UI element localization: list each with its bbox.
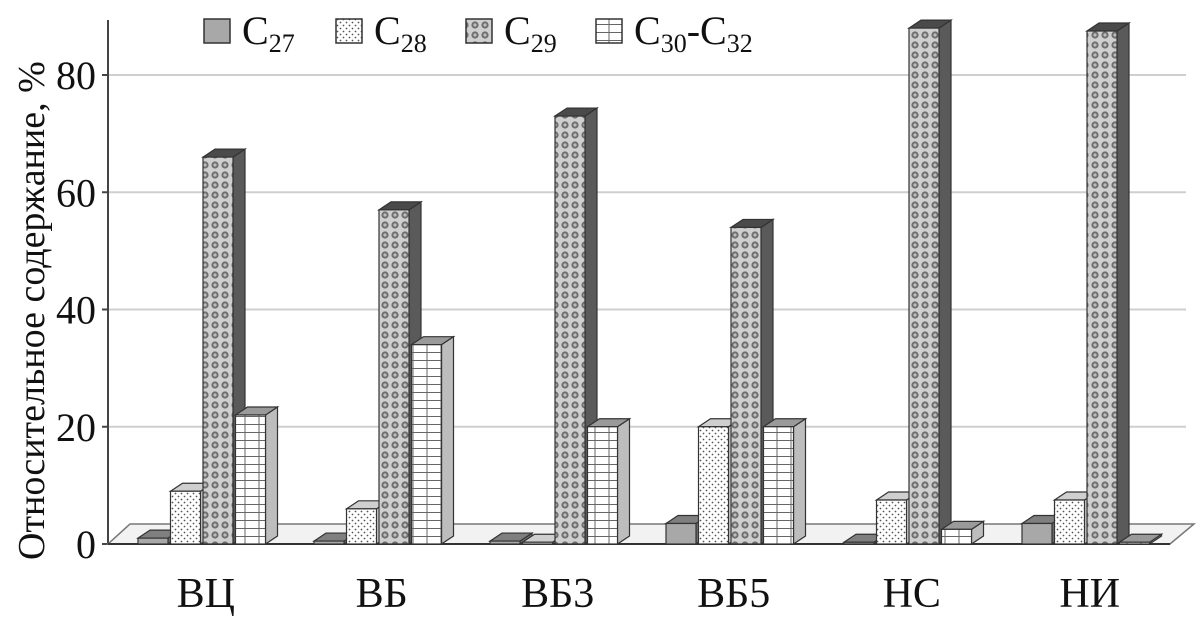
y-axis: 0 20 40 60 80	[56, 20, 109, 567]
legend-label: C30-C32	[634, 8, 753, 58]
category-labels: ВЦ ВБ ВБ3 ВБ5 НС НИ	[177, 571, 1121, 617]
legend-label: C29	[504, 8, 557, 58]
bar	[907, 18, 953, 546]
gridlines	[108, 74, 1186, 428]
x-tick-label: НС	[883, 571, 941, 617]
legend-item: C27	[203, 8, 295, 58]
x-tick-label: ВБ5	[697, 571, 770, 617]
bars	[136, 18, 1164, 546]
legend-item: C30-C32	[595, 8, 753, 58]
legend-swatch	[335, 18, 363, 44]
bar	[1085, 21, 1131, 546]
legend-item: C29	[465, 8, 557, 58]
y-tick-label: 0	[76, 522, 96, 567]
legend-swatch	[203, 18, 231, 44]
bar	[939, 520, 986, 546]
legend-swatch	[465, 18, 493, 44]
bar	[1117, 533, 1164, 546]
bar	[585, 417, 632, 546]
y-tick-label: 40	[56, 288, 96, 333]
y-tick-label: 80	[56, 53, 96, 98]
y-tick-label: 60	[56, 170, 96, 215]
legend-label: C27	[242, 8, 295, 58]
x-tick-label: НИ	[1059, 571, 1120, 617]
x-tick-label: ВБ	[356, 571, 408, 617]
bar	[409, 335, 456, 546]
bar	[233, 405, 280, 546]
legend-swatch	[595, 18, 623, 44]
y-tick-label: 20	[56, 405, 96, 450]
legend-label: C28	[374, 8, 427, 58]
y-axis-label: Относительное содержание, %	[11, 61, 53, 560]
bar	[761, 417, 808, 546]
legend-item: C28	[335, 8, 427, 58]
x-tick-label: ВБ3	[521, 571, 594, 617]
legend: C27 C28 C29 C30-C32	[203, 8, 753, 58]
x-tick-label: ВЦ	[177, 571, 235, 617]
